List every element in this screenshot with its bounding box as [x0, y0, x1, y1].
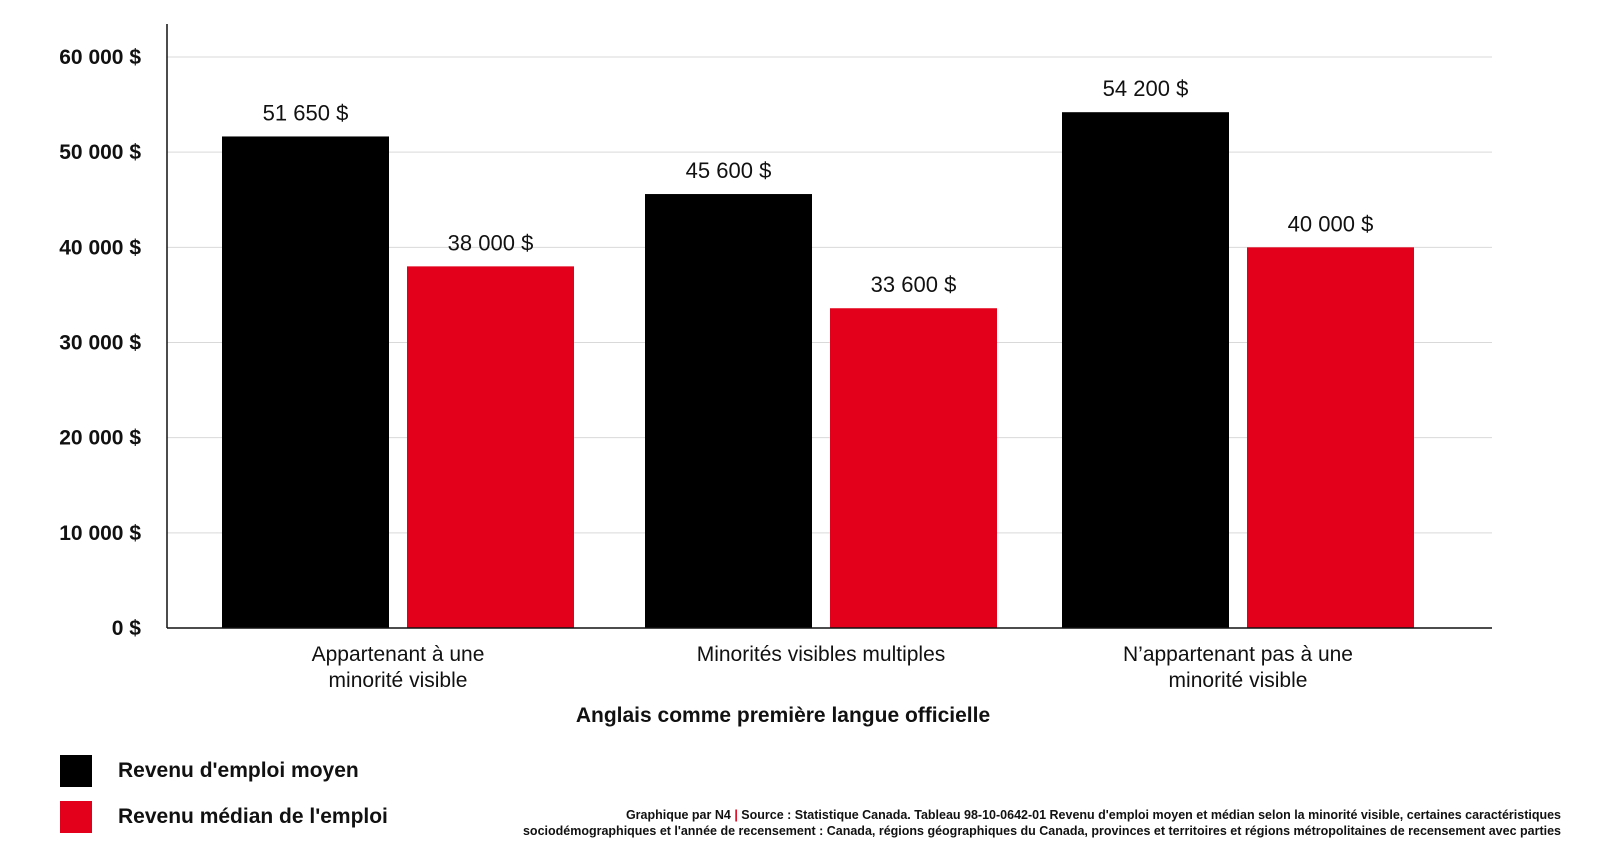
source-line-1: Graphique par N4 | Source : Statistique …	[461, 807, 1561, 823]
y-tick-label: 40 000 $	[59, 236, 141, 259]
y-tick-label: 60 000 $	[59, 46, 141, 69]
legend-swatch-mean	[60, 755, 92, 787]
bar-value-label: 33 600 $	[871, 272, 957, 297]
legend-item-mean: Revenu d'emploi moyen	[60, 755, 359, 787]
x-category-label: minorité visible	[329, 669, 468, 692]
bar-value-label: 51 650 $	[263, 100, 349, 125]
source-text-1: Source : Statistique Canada. Tableau 98-…	[741, 808, 1561, 822]
source-prefix: Graphique par N4	[625, 808, 731, 822]
x-axis-title: Anglais comme première langue officielle	[576, 704, 990, 727]
bar-value-label: 38 000 $	[448, 230, 534, 255]
source-separator: |	[734, 808, 738, 822]
y-tick-label: 50 000 $	[59, 141, 141, 164]
bar	[222, 136, 389, 628]
x-category-label: N’appartenant pas à une	[1123, 643, 1353, 666]
legend-label-mean: Revenu d'emploi moyen	[118, 759, 359, 782]
source-line-2: sociodémographiques et l'année de recens…	[522, 824, 1561, 838]
bar-chart: 0 $ 10 000 $ 20 000 $ 30 000 $ 40 000 $ 50 00…	[59, 24, 1492, 727]
bar	[645, 194, 812, 629]
y-tick-label: 20 000 $	[59, 427, 141, 450]
source-note: Graphique par N4 | Source : Statistique …	[461, 807, 1561, 839]
legend-item-median: Revenu médian de l'emploi	[60, 801, 388, 833]
bar	[1247, 247, 1414, 629]
bar	[1062, 112, 1229, 629]
x-category-label: Appartenant à une	[312, 643, 485, 666]
bar	[830, 308, 997, 628]
bar	[407, 266, 574, 628]
bar-value-label: 54 200 $	[1103, 76, 1189, 101]
x-category-label: minorité visible	[1169, 669, 1308, 692]
y-tick-label: 10 000 $	[59, 522, 141, 545]
bar-value-label: 45 600 $	[686, 158, 772, 183]
legend-swatch-median	[60, 801, 92, 833]
x-category-label: Minorités visibles multiples	[697, 643, 946, 666]
bar-value-label: 40 000 $	[1288, 211, 1374, 236]
y-tick-label: 0 $	[112, 617, 142, 640]
y-tick-label: 30 000 $	[59, 332, 141, 355]
legend-label-median: Revenu médian de l'emploi	[118, 805, 388, 828]
